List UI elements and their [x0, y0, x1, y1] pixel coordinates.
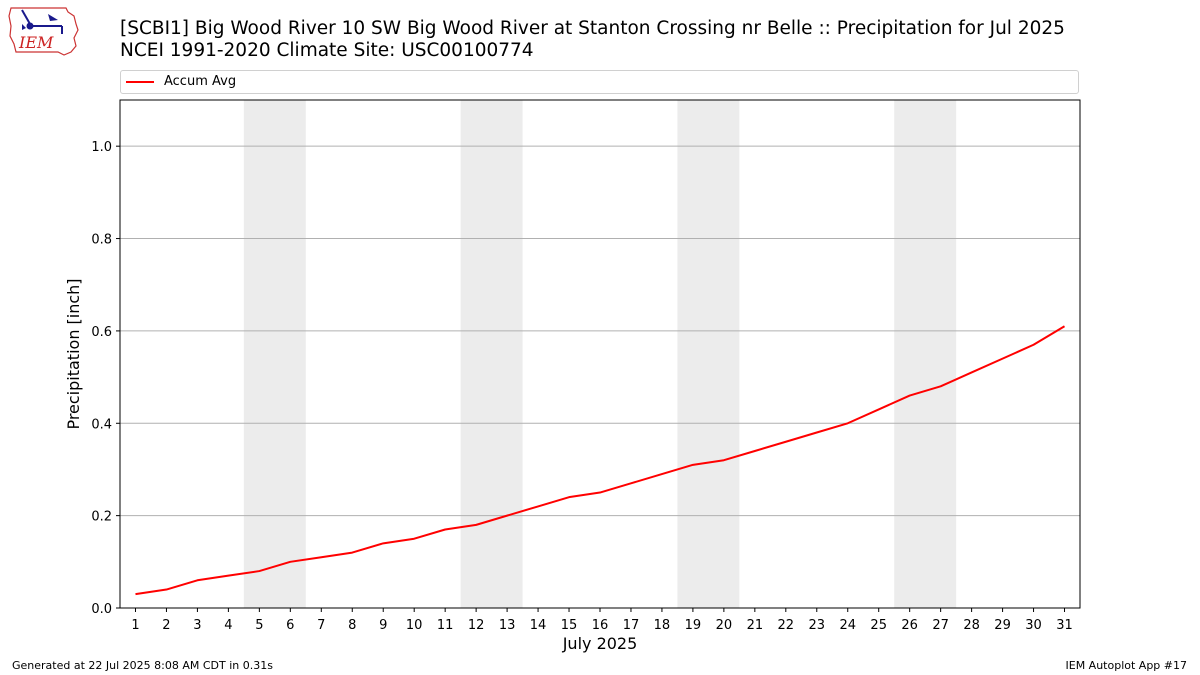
- x-tick-label: 27: [932, 618, 949, 633]
- x-tick-label: 18: [654, 618, 671, 633]
- chart-title: [SCBI1] Big Wood River 10 SW Big Wood Ri…: [120, 18, 1065, 39]
- x-tick-label: 21: [747, 618, 764, 633]
- x-tick-label: 7: [317, 618, 325, 633]
- x-tick-label: 14: [530, 618, 547, 633]
- x-tick-label: 1: [131, 618, 139, 633]
- x-tick-label: 29: [994, 618, 1011, 633]
- x-tick-label: 11: [437, 618, 454, 633]
- x-tick-label: 31: [1056, 618, 1073, 633]
- x-tick-label: 16: [592, 618, 609, 633]
- x-tick-label: 26: [901, 618, 918, 633]
- chart-legend: Accum Avg: [120, 70, 1079, 94]
- iem-logo: IEM: [8, 7, 79, 56]
- x-tick-label: 3: [193, 618, 201, 633]
- x-tick-label: 30: [1025, 618, 1042, 633]
- x-tick-label: 9: [379, 618, 387, 633]
- x-tick-label: 2: [162, 618, 170, 633]
- weekend-band-12-13: [460, 100, 523, 608]
- y-tick-label: 1.0: [91, 140, 112, 155]
- legend-swatch-accum-avg: [126, 81, 154, 83]
- x-tick-label: 15: [561, 618, 578, 633]
- y-tick-label: 0.4: [91, 417, 112, 432]
- series-layer: [135, 325, 1066, 596]
- x-tick-label: 5: [255, 618, 263, 633]
- x-tick-label: 13: [499, 618, 516, 633]
- x-tick-label: 20: [716, 618, 733, 633]
- chart-subtitle: NCEI 1991-2020 Climate Site: USC00100774: [120, 40, 534, 61]
- weekend-band-19-20: [677, 100, 740, 608]
- logo-text: IEM: [18, 33, 54, 52]
- x-axis-ticks: 1 2 3 4 5 6 7 8 9 10 11 12 13 14 15 16 17 18 19 20 21 22 23 24 2…: [131, 608, 1073, 633]
- x-tick-label: 25: [870, 618, 887, 633]
- x-tick-label: 22: [778, 618, 795, 633]
- x-tick-label: 23: [809, 618, 826, 633]
- series-line-accum-avg: [135, 325, 1066, 596]
- weekend-band-26-27: [894, 100, 957, 608]
- x-tick-label: 24: [839, 618, 856, 633]
- weekend-shading: [243, 100, 957, 608]
- x-tick-label: 6: [286, 618, 294, 633]
- x-tick-label: 8: [348, 618, 356, 633]
- x-tick-label: 12: [468, 618, 485, 633]
- legend-label-accum-avg: Accum Avg: [164, 74, 237, 89]
- x-tick-label: 10: [406, 618, 423, 633]
- x-tick-label: 4: [224, 618, 232, 633]
- y-tick-label: 0.6: [91, 325, 112, 340]
- x-tick-label: 28: [963, 618, 980, 633]
- y-axis-label: Precipitation [inch]: [64, 278, 83, 429]
- footer-app-id: IEM Autoplot App #17: [1065, 659, 1188, 672]
- y-tick-label: 0.8: [91, 233, 112, 248]
- x-axis-label: July 2025: [562, 634, 638, 653]
- x-tick-label: 19: [685, 618, 702, 633]
- y-tick-label: 0.2: [91, 510, 112, 525]
- footer-generated: Generated at 22 Jul 2025 8:08 AM CDT in …: [12, 659, 273, 672]
- y-axis-ticks: 0.0 0.2 0.4 0.6 0.8 1.0: [91, 140, 120, 617]
- x-tick-label: 17: [623, 618, 640, 633]
- weekend-band-5-6: [243, 100, 306, 608]
- y-tick-label: 0.0: [91, 602, 112, 617]
